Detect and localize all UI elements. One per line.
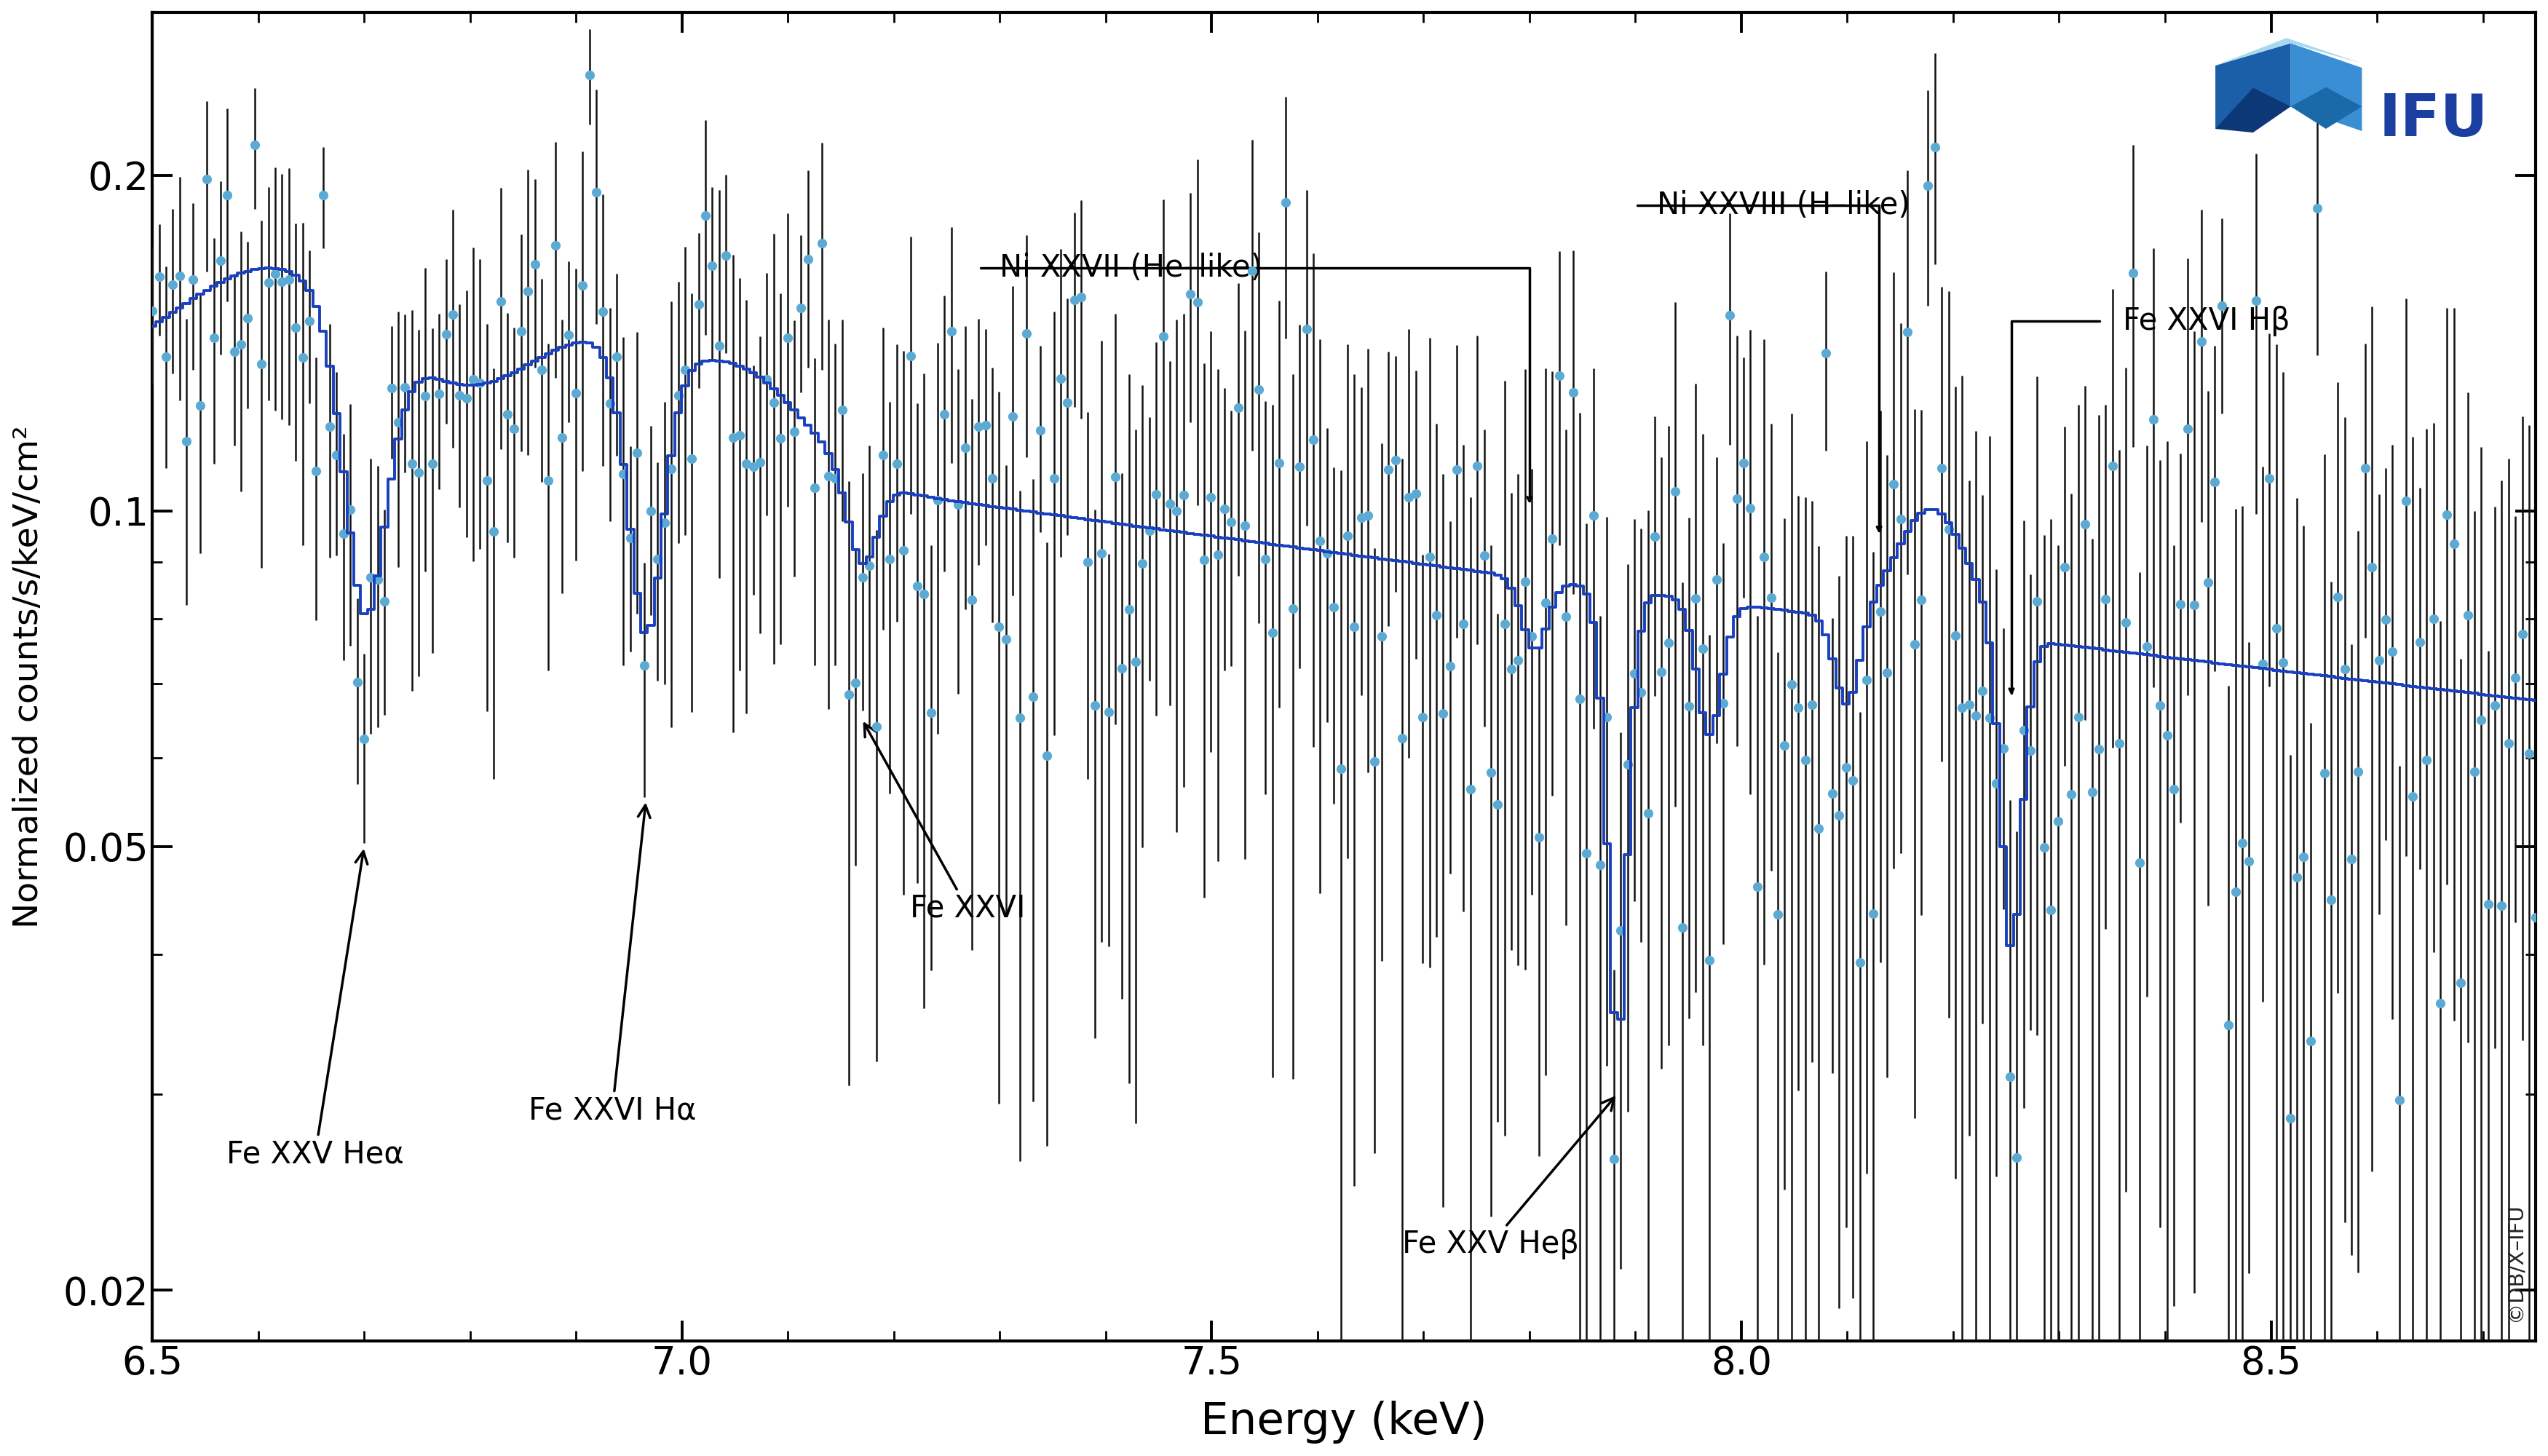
- Text: Fe XXVI: Fe XXVI: [864, 724, 1024, 923]
- Text: ©DB/X–IFU: ©DB/X–IFU: [2505, 1203, 2525, 1322]
- Text: Ni XXVII (He–like): Ni XXVII (He–like): [999, 253, 1261, 284]
- Y-axis label: Normalized counts/s/keV/cm²: Normalized counts/s/keV/cm²: [13, 425, 46, 929]
- Text: Fe XXV Heβ: Fe XXV Heβ: [1401, 1098, 1615, 1259]
- Text: Ni XXVIII (H–like): Ni XXVIII (H–like): [1656, 189, 1908, 220]
- Text: Fe XXVI Hβ: Fe XXVI Hβ: [2122, 306, 2291, 336]
- Text: Fe XXV Heα: Fe XXV Heα: [227, 852, 405, 1169]
- Text: Fe XXVI Hα: Fe XXVI Hα: [527, 805, 696, 1125]
- X-axis label: Energy (keV): Energy (keV): [1200, 1401, 1488, 1444]
